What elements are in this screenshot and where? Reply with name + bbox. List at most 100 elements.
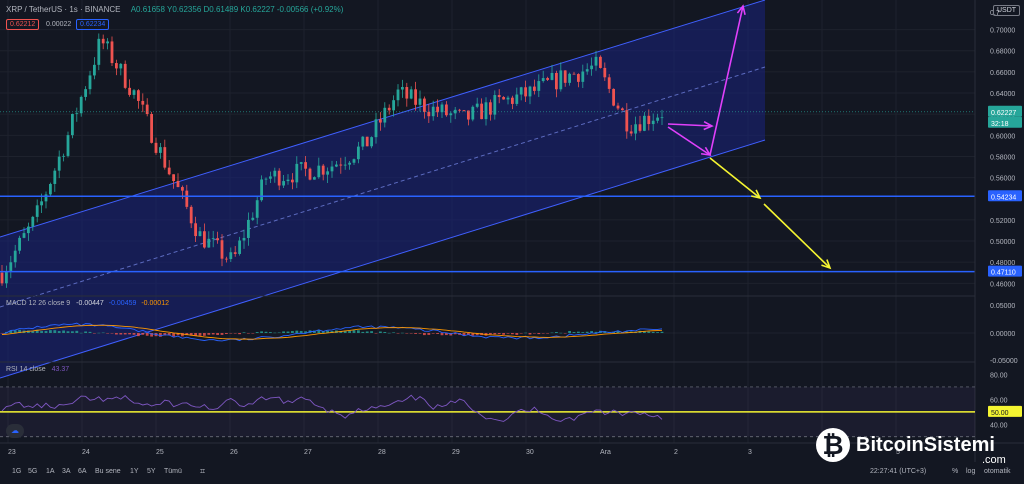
candle-body-47 — [207, 238, 211, 248]
macd-hist-44 — [194, 333, 197, 336]
percent-toggle[interactable]: % — [952, 468, 959, 475]
macd-hist-84 — [370, 331, 373, 333]
candle-body-90 — [396, 89, 400, 101]
symbol-name[interactable]: XRP / TetherUS — [6, 5, 63, 14]
macd-hist-101 — [445, 333, 448, 336]
candle-body-38 — [167, 167, 171, 175]
candle-body-0 — [0, 272, 4, 284]
range-1a[interactable]: 1A — [46, 468, 55, 475]
clock-time[interactable]: 22:27:41 (UTC+3) — [870, 468, 927, 475]
candle-body-97 — [427, 111, 431, 117]
macd-hist-90 — [396, 333, 400, 334]
candle-body-120 — [528, 86, 532, 97]
macd-hist-122 — [537, 333, 541, 335]
candle-body-136 — [599, 56, 602, 68]
candle-body-19 — [84, 89, 87, 97]
price-tick-7: 0.56000 — [990, 176, 1015, 183]
price-tick-top: 0.7 — [990, 10, 1000, 17]
candle-body-106 — [467, 110, 470, 120]
countdown-tag-bg — [988, 116, 1022, 128]
candle-body-56 — [247, 219, 250, 238]
arrow-magenta-up-head — [736, 4, 746, 15]
macd-hist-128 — [563, 333, 567, 334]
candle-body-118 — [519, 87, 523, 95]
currency-label[interactable]: USDT — [993, 5, 1021, 16]
date-range-icon[interactable]: ⌗ — [200, 466, 206, 476]
indicator-icon[interactable]: ☁ — [6, 424, 24, 438]
range-1y[interactable]: 1Y — [130, 468, 139, 475]
candle-body-101 — [445, 104, 448, 116]
candle-body-83 — [365, 136, 369, 147]
macd-hist-58 — [255, 332, 259, 333]
candle-body-150 — [660, 117, 664, 119]
price-tick-3: 0.64000 — [990, 91, 1015, 98]
candle-body-129 — [568, 73, 571, 83]
price-tick-11: 0.46000 — [990, 281, 1015, 288]
time-tick-9: 2 — [674, 449, 678, 456]
channel-upper-line[interactable] — [0, 0, 766, 238]
candle-body-43 — [189, 206, 193, 224]
channel-lower-line[interactable] — [0, 139, 766, 379]
candle-body-140 — [616, 105, 620, 109]
macd-hist-86 — [379, 331, 382, 333]
range-5g[interactable]: 5G — [28, 468, 38, 475]
spread-value: 0.00022 — [46, 21, 72, 28]
candle-body-13 — [57, 156, 61, 171]
arrow-magenta-right — [667, 123, 713, 127]
log-toggle[interactable]: log — [966, 468, 976, 475]
macd-hist-119 — [524, 332, 527, 334]
macd-hist-48 — [211, 333, 215, 335]
candle-body-73 — [321, 165, 325, 175]
candle-body-37 — [163, 147, 167, 168]
candle-body-52 — [229, 252, 233, 260]
range-ytd[interactable]: Bu sene — [95, 468, 121, 475]
macd-hist-108 — [475, 333, 479, 335]
candle-body-12 — [53, 170, 57, 184]
candle-body-146 — [643, 115, 646, 131]
macd-hist-118 — [519, 333, 523, 334]
bid-box[interactable]: 0.62212 — [6, 19, 40, 30]
range-1g[interactable]: 1G — [12, 468, 22, 475]
macd-hist-142 — [625, 331, 629, 333]
current-price-tag: 0.62227 — [991, 110, 1016, 117]
channel-middle-line[interactable] — [0, 66, 766, 308]
price-tick-9: 0.50000 — [990, 239, 1015, 246]
candle-body-68 — [299, 162, 303, 164]
macd-hist-93 — [409, 333, 413, 334]
candle-body-17 — [75, 113, 79, 115]
macd-hist-126 — [555, 332, 558, 333]
range-all[interactable]: Tümü — [164, 468, 182, 475]
range-6a[interactable]: 6A — [78, 468, 87, 475]
macd-hist-55 — [242, 332, 246, 333]
macd-hist-150 — [660, 331, 664, 333]
macd-value-1: -0.00447 — [76, 300, 104, 307]
time-tick-0: 23 — [8, 449, 16, 456]
candle-body-85 — [374, 119, 378, 138]
macd-hist-98 — [431, 333, 435, 334]
candle-body-69 — [304, 162, 307, 169]
interval[interactable]: 1s — [69, 5, 78, 14]
candle-body-141 — [621, 108, 624, 111]
channel-fill — [0, 0, 765, 378]
ask-box[interactable]: 0.62234 — [76, 19, 110, 30]
rsi-value: 43.37 — [51, 366, 70, 373]
support-1-tag: 0.54234 — [991, 194, 1016, 201]
macd-hist-50 — [220, 333, 224, 335]
macd-hist-40 — [176, 333, 180, 336]
macd-hist-135 — [594, 331, 598, 333]
range-5y[interactable]: 5Y — [147, 468, 156, 475]
drawn-arrows — [667, 4, 832, 270]
macd-hist-57 — [251, 333, 255, 334]
macd-hist-120 — [528, 333, 532, 335]
range-3a[interactable]: 3A — [62, 468, 71, 475]
candle-body-26 — [115, 63, 118, 69]
time-tick-8: Ara — [600, 449, 611, 456]
candle-body-119 — [524, 87, 527, 97]
price-tick-0: 0.70000 — [990, 28, 1015, 35]
support-2-tag: 0.47110 — [991, 270, 1016, 277]
candle-body-76 — [335, 164, 338, 167]
time-tick-6: 29 — [452, 449, 460, 456]
candle-body-82 — [361, 136, 365, 147]
auto-toggle[interactable]: otomatik — [984, 468, 1011, 475]
